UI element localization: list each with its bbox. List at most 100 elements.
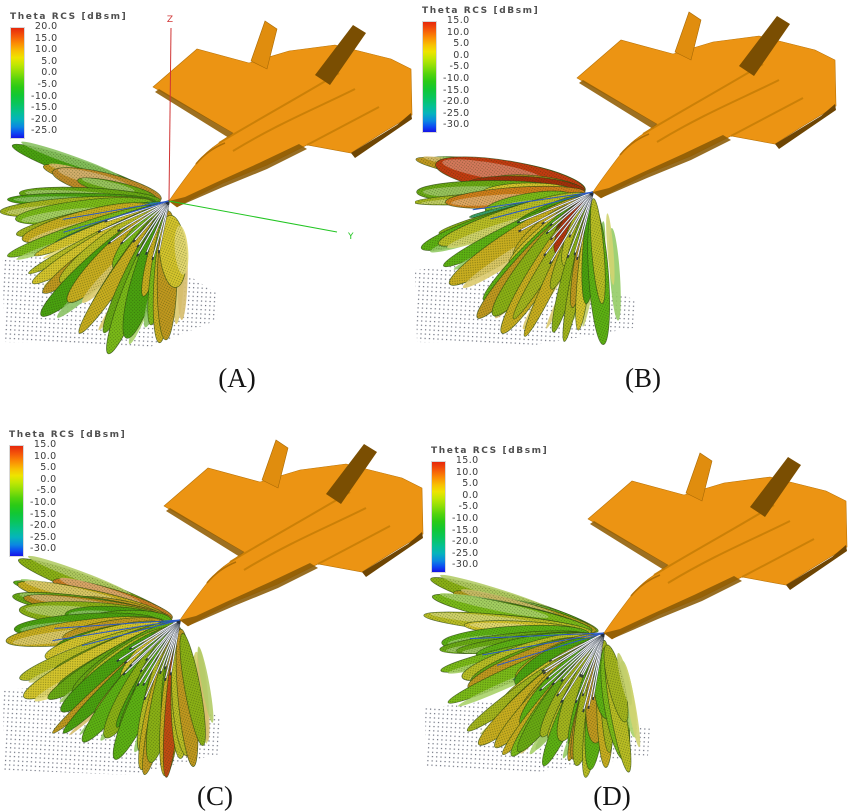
colorbar-tick: 15.0	[34, 32, 58, 44]
right-tail-fin	[750, 457, 801, 517]
colorbar-tick: -10.0	[443, 73, 470, 85]
colorbar-tick: -30.0	[452, 559, 479, 571]
colorbar-tick: 10.0	[34, 44, 58, 56]
aircraft	[163, 439, 424, 627]
colorbar-tick: -5.0	[458, 501, 479, 513]
canopy-line	[630, 574, 661, 597]
colorbar-ticks: 15.0 10.0 5.0 0.0 -5.0 -10.0 -15.0 -20.0 -25.0 -3…	[452, 456, 479, 570]
colorbar-tick: 10.0	[455, 466, 479, 478]
panel-b: Theta RCS [dBsm] 15.0 10.0 5.0 0.0 -5.0 -10.0…	[415, 0, 850, 358]
colorbar-d: Theta RCS [dBsm] 15.0 10.0 5.0 0.0 -5.0 -10.0…	[431, 446, 548, 573]
colorbar-gradient	[422, 21, 437, 133]
colorbar-title: Theta RCS [dBsm]	[9, 430, 127, 440]
fuselage-crease	[306, 106, 380, 146]
belly-shadow	[593, 135, 731, 198]
fuselage-crease	[741, 538, 815, 578]
rcs-lobes	[0, 141, 189, 355]
colorbar-a: Theta RCS [dBsm] 20.0 15.0 10.0 5.0 0.0 -5.0-…	[10, 12, 127, 139]
colorbar-tick: 0.0	[40, 473, 57, 485]
colorbar-ticks: 20.0 15.0 10.0 5.0 0.0 -5.0 -10.0 -15.0 -20.0 -25…	[31, 22, 58, 136]
colorbar-tick: -20.0	[30, 520, 57, 532]
rcs-scene-b	[415, 11, 837, 345]
wing-root-shadow	[579, 80, 657, 129]
left-tail-fin	[674, 11, 702, 61]
caption-d: (D)	[593, 781, 631, 811]
rcs-lobe	[590, 198, 615, 305]
aircraft	[587, 452, 848, 640]
colorbar-tick: 20.0	[34, 21, 58, 32]
aircraft	[152, 20, 413, 208]
wing-root-shadow	[590, 521, 668, 570]
colorbar-tick: -30.0	[30, 543, 57, 555]
colorbar-tick: 0.0	[462, 489, 479, 501]
colorbar-tick: -10.0	[30, 497, 57, 509]
colorbar-tick: -15.0	[30, 508, 57, 520]
axis-y-line	[168, 200, 338, 233]
belly-shadow	[169, 144, 307, 207]
aircraft-body	[163, 463, 424, 627]
colorbar-b: Theta RCS [dBsm] 15.0 10.0 5.0 0.0 -5.0 -10.0…	[422, 6, 539, 133]
axis-z-label: Z	[167, 15, 173, 25]
wing-trailing-shadow	[786, 545, 847, 590]
colorbar-tick: -20.0	[31, 113, 58, 125]
colorbar-gradient	[10, 27, 25, 139]
canopy-line	[619, 133, 650, 156]
rcs-scene-a: ZY	[0, 15, 413, 355]
rcs-scene-d	[423, 452, 848, 778]
fuselage-crease	[667, 520, 791, 584]
left-tail-fin	[250, 20, 278, 70]
colorbar-tick: 10.0	[33, 450, 57, 462]
colorbar-tick: -5.0	[36, 485, 57, 497]
belly-shadow	[604, 576, 742, 639]
belly-shadow	[180, 563, 318, 626]
caption-a: (A)	[218, 363, 256, 393]
wing-trailing-shadow	[775, 104, 836, 149]
aircraft-body	[587, 476, 848, 640]
colorbar-c: Theta RCS [dBsm] 15.0 10.0 5.0 0.0 -5.0 -10.0…	[9, 430, 126, 557]
colorbar-tick: 15.0	[33, 439, 57, 450]
colorbar-tick: -30.0	[443, 119, 470, 131]
caption-b: (B)	[625, 363, 661, 393]
left-tail-fin	[685, 452, 713, 502]
caption-c: (C)	[197, 781, 233, 811]
panel-d: Theta RCS [dBsm] 15.0 10.0 5.0 0.0 -5.0 -10.0…	[418, 418, 850, 778]
rcs-scene-c	[3, 439, 424, 778]
colorbar-gradient	[431, 461, 446, 573]
canopy-line	[206, 561, 237, 584]
colorbar-tick: 15.0	[455, 455, 479, 466]
wing-trailing-shadow	[351, 113, 412, 158]
aircraft-body	[152, 44, 413, 208]
rcs-lobe	[158, 214, 189, 288]
fuselage-crease	[730, 97, 804, 137]
colorbar-tick: -25.0	[31, 125, 58, 137]
colorbar-tick: 10.0	[446, 26, 470, 38]
left-tail-fin	[261, 439, 289, 489]
colorbar-tick: -25.0	[452, 547, 479, 559]
colorbar-tick: 5.0	[40, 462, 57, 474]
colorbar-tick: 15.0	[446, 15, 470, 26]
right-tail-fin	[315, 25, 366, 85]
canopy-line	[195, 142, 226, 165]
rcs-rays	[62, 200, 170, 261]
rcs-rays	[469, 632, 605, 713]
coordinate-axes: ZY	[167, 15, 354, 242]
colorbar-tick: -10.0	[31, 90, 58, 102]
colorbar-tick: -25.0	[30, 531, 57, 543]
colorbar-ticks: 15.0 10.0 5.0 0.0 -5.0 -10.0 -15.0 -20.0 -25.0 -3…	[30, 440, 57, 554]
aircraft	[576, 11, 837, 199]
colorbar-tick: -10.0	[452, 513, 479, 525]
rcs-rays	[52, 619, 181, 701]
colorbar-tick: -20.0	[452, 536, 479, 548]
colorbar-tick: 0.0	[453, 49, 470, 61]
wing-trailing-shadow	[362, 532, 423, 577]
rcs-rays	[472, 191, 594, 265]
right-tail-fin	[326, 444, 377, 504]
rcs-lobe	[603, 644, 632, 723]
axis-z-line	[168, 27, 172, 202]
colorbar-gradient	[9, 445, 24, 557]
panel-c: Theta RCS [dBsm] 15.0 10.0 5.0 0.0 -5.0 -10.0…	[0, 418, 432, 778]
axis-y-label: Y	[347, 232, 354, 242]
right-tail-fin	[739, 16, 790, 76]
